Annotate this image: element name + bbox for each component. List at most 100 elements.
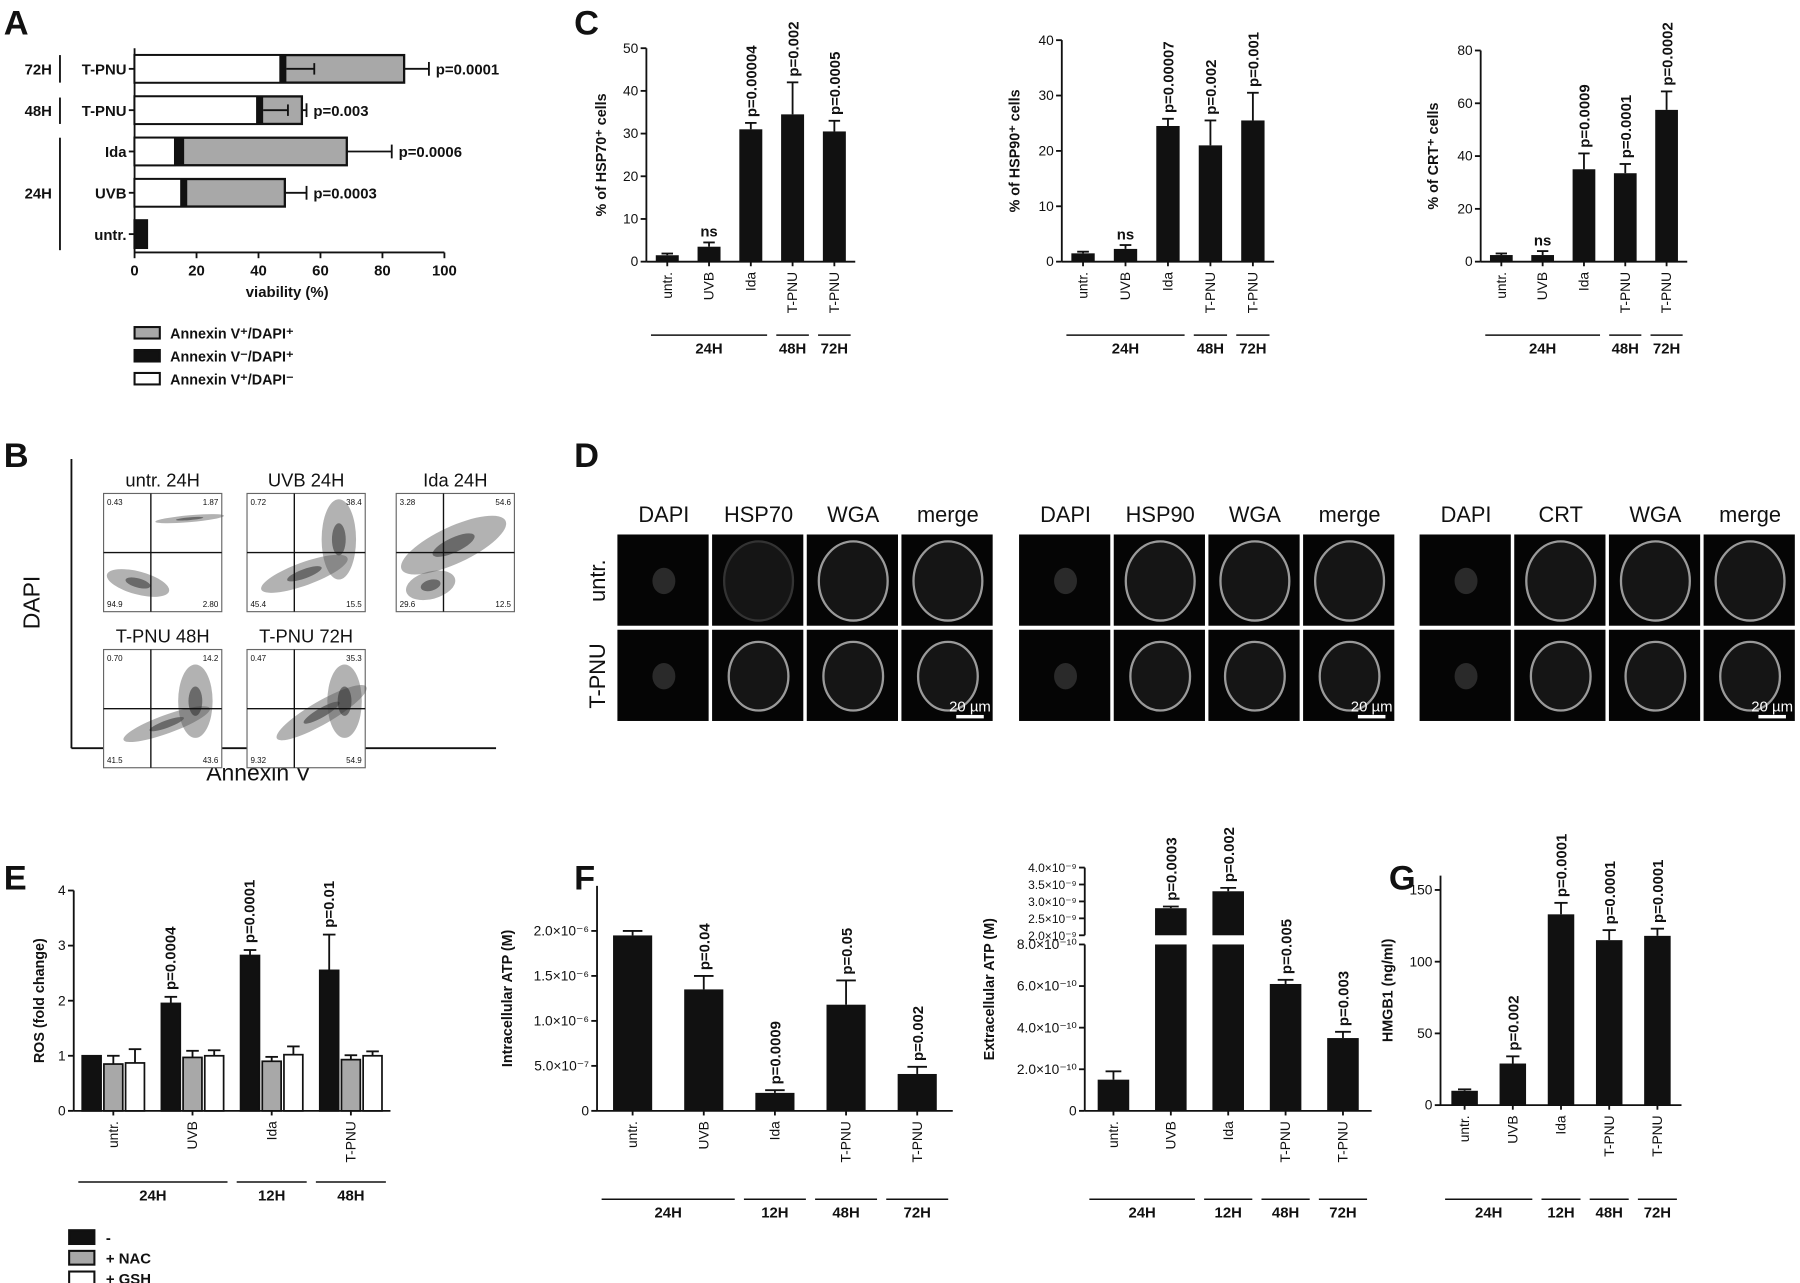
group-label: 12H — [761, 1206, 788, 1222]
ns-label: ns — [1117, 227, 1134, 243]
y-tick-label: 0 — [1046, 254, 1054, 269]
x-tick-label: T-PNU — [1618, 272, 1633, 313]
row-label: T-PNU — [585, 643, 610, 708]
bar — [1156, 125, 1180, 262]
group-label: 72H — [1644, 1206, 1671, 1222]
bar — [1644, 935, 1671, 1106]
bar — [755, 1092, 795, 1111]
column-label: DAPI — [638, 502, 689, 527]
bar-row: Ida p=0.0006 — [105, 136, 462, 167]
cell-outline — [822, 640, 885, 712]
micrograph — [1112, 628, 1207, 723]
bar-chart-f2: 0 2.0×10⁻¹⁰ 4.0×10⁻¹⁰ 6.0×10⁻¹⁰ 8.0×10⁻¹⁰2.0… — [982, 827, 1372, 1222]
micrograph — [615, 628, 711, 723]
cell-population-core — [149, 716, 184, 732]
micrograph — [1701, 628, 1797, 723]
bar-annexin-pos-dapi-neg — [133, 95, 258, 125]
group-label: 48H — [1272, 1206, 1299, 1222]
quadrant-percent: 54.6 — [495, 498, 511, 507]
column-label: WGA — [1229, 502, 1282, 527]
column-label: DAPI — [1040, 502, 1091, 527]
cell-outline — [1223, 640, 1286, 712]
y-tick-label: 4.0×10⁻⁹ — [1028, 861, 1077, 875]
bar-nac — [182, 1056, 203, 1112]
p-value-label: p=0.005 — [1279, 919, 1295, 974]
bar-nac — [261, 1060, 282, 1112]
panel-letter-d: D — [574, 437, 599, 475]
group-label: 12H — [258, 1188, 285, 1204]
bar — [1595, 940, 1623, 1106]
bar — [1499, 1063, 1527, 1106]
bar-nac — [340, 1058, 362, 1112]
group-label: 48H — [779, 341, 806, 357]
bar — [1489, 255, 1513, 262]
scale-bar-label: 20 µm — [949, 700, 991, 716]
cell-outline — [1714, 540, 1786, 622]
bar — [739, 129, 763, 262]
p-value-label: p=0.05 — [840, 928, 856, 975]
micrograph — [805, 628, 900, 723]
y-tick-label: 20 — [1457, 201, 1473, 216]
bar — [822, 131, 846, 262]
cell-outline — [1529, 640, 1592, 712]
group-label: 72H — [1239, 341, 1266, 357]
x-tick-label: Ida — [743, 272, 758, 291]
column-label: HSP90 — [1126, 502, 1195, 527]
scale-bar — [1758, 714, 1786, 719]
quadrant-percent: 45.4 — [250, 600, 266, 609]
x-tick-label: untr. — [1106, 1121, 1121, 1148]
micrograph — [1607, 532, 1702, 628]
column-label: WGA — [827, 502, 880, 527]
bar-nac — [103, 1063, 124, 1112]
bar-gsh — [203, 1054, 225, 1112]
group-label: 72H — [25, 63, 52, 79]
flow-plot: Ida 24H 3.28 54.6 29.6 12.5 — [395, 470, 515, 613]
quadrant-percent: 15.5 — [346, 600, 362, 609]
p-value-label: p=0.0009 — [1578, 84, 1594, 147]
y-tick-label: 2.0×10⁻⁹ — [1028, 929, 1077, 943]
quadrant-percent: 29.6 — [400, 600, 416, 609]
cell-outline — [1219, 540, 1291, 622]
group-label: 72H — [1653, 341, 1680, 357]
x-axis-label: viability (%) — [246, 285, 329, 301]
flow-plot-title: T-PNU 72H — [259, 626, 353, 647]
group-label: 72H — [821, 341, 848, 357]
group-label: 48H — [1596, 1206, 1623, 1222]
legend-swatch — [68, 1229, 96, 1246]
y-tick-label: 2.0×10⁻¹⁰ — [1017, 1062, 1077, 1077]
panel-d-microscopy: untr. T-PNU DAPI HSP70 WGA merge 20 µm DAPI HSP9… — [585, 502, 1797, 723]
x-tick-label: T-PNU — [1203, 272, 1218, 313]
bar-chart-f1: 0 5.0×10⁻⁷ 1.0×10⁻⁶ 1.5×10⁻⁶ 2.0×10⁻⁶ Intrace… — [500, 885, 953, 1222]
flow-plot-title: T-PNU 48H — [116, 626, 210, 647]
p-value-label: p=0.0001 — [1603, 861, 1619, 924]
bar-annexin-pos-dapi-neg — [133, 219, 137, 249]
bar-annexin-neg-dapi-pos — [181, 179, 188, 207]
micrograph — [1206, 628, 1302, 723]
micrograph — [710, 628, 806, 723]
cell-population-core — [287, 566, 322, 582]
group-label: 24H — [139, 1188, 166, 1204]
x-tick-label: Ida — [1221, 1121, 1236, 1140]
bar-gsh — [362, 1054, 383, 1112]
legend-label: + NAC — [106, 1251, 151, 1267]
quadrant-percent: 1.87 — [203, 498, 219, 507]
cell-population-core — [125, 577, 151, 589]
bar-annexin-neg-dapi-pos — [174, 137, 185, 166]
y-tick-label: 3.5×10⁻⁹ — [1028, 878, 1077, 892]
column-label: merge — [1319, 502, 1381, 527]
y-tick-label: 0 — [1069, 1103, 1077, 1118]
cell-outline — [1054, 567, 1078, 595]
y-tick-label: 40 — [1038, 33, 1054, 48]
cell-outline — [1525, 540, 1597, 622]
x-tick-label: untr. — [625, 1121, 640, 1148]
x-tick-label: T-PNU — [839, 1121, 854, 1162]
bar-chart-c1: 0 10 20 30 40 50 % of HSP70⁺ cells ns p=0.00004 p… — [594, 21, 856, 357]
row-label: untr. — [585, 559, 610, 601]
group-label: 48H — [337, 1188, 364, 1204]
scale-bar — [1357, 714, 1386, 719]
row-label: T-PNU — [82, 104, 127, 120]
bar — [684, 989, 724, 1111]
panel-e-ros-chart: 0 1 2 3 4 ROS (fold change) p=0.0004 p=0.0001 p=… — [32, 880, 391, 1283]
cell-outline — [652, 663, 676, 690]
